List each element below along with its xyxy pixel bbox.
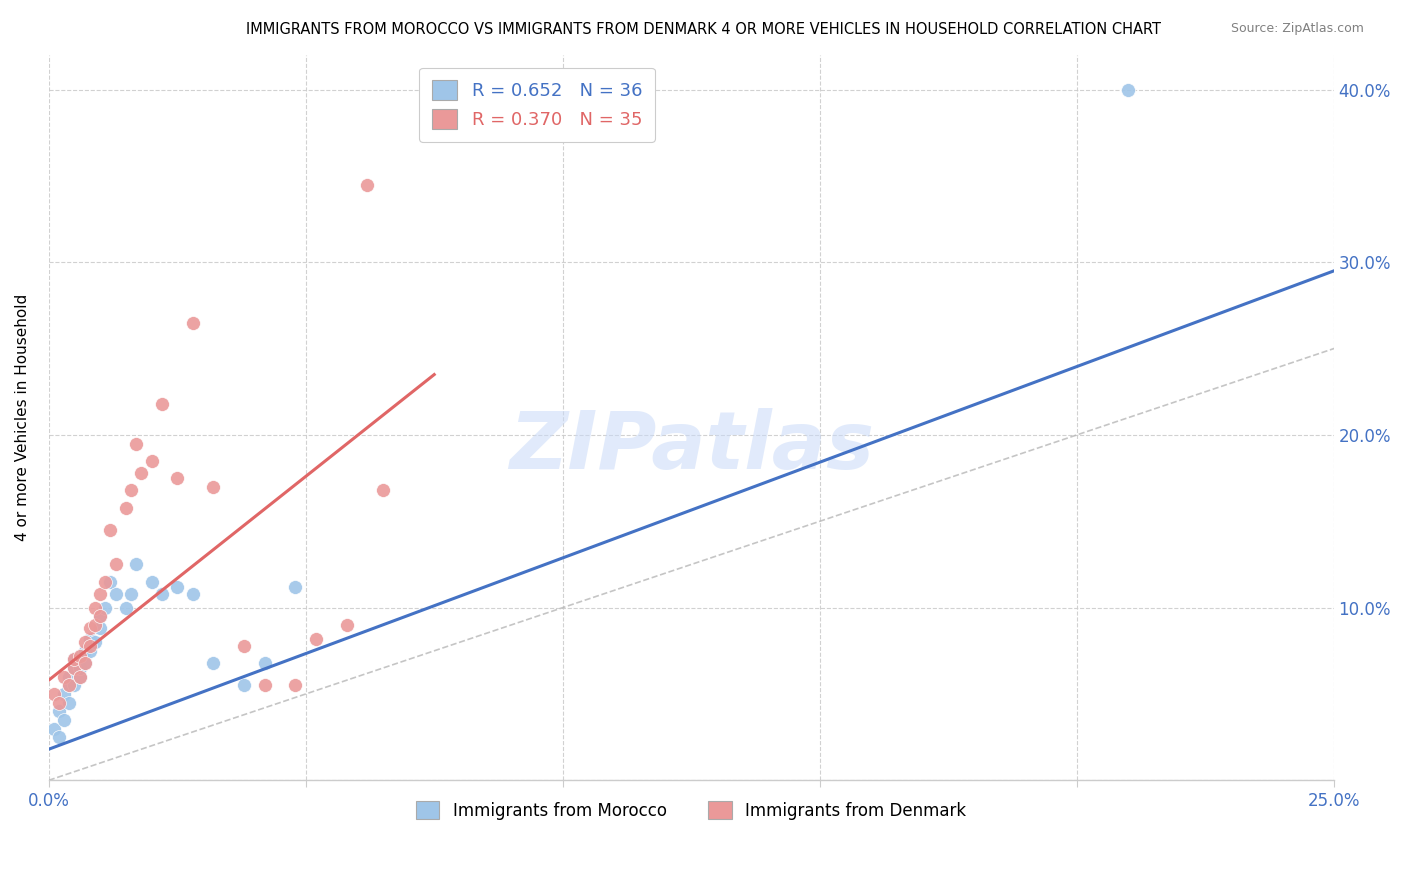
Point (104, 587, 127, 601)
Point (42, 722, 65, 736)
Point (73, 656, 96, 670)
Point (84, 635, 107, 649)
Point (48, 730, 70, 744)
Point (89, 621, 111, 635)
Point (141, 574, 163, 589)
Point (73, 656, 96, 670)
Point (233, 678, 256, 692)
Point (141, 454, 163, 468)
Point (104, 558, 127, 572)
Point (284, 678, 307, 692)
Point (94, 600, 117, 615)
Point (53, 713, 76, 727)
Text: IMMIGRANTS FROM MOROCCO VS IMMIGRANTS FROM DENMARK 4 OR MORE VEHICLES IN HOUSEHO: IMMIGRANTS FROM MOROCCO VS IMMIGRANTS FR… (246, 22, 1160, 37)
Point (120, 587, 142, 601)
Point (202, 656, 225, 670)
Point (69, 648, 91, 663)
Point (125, 436, 148, 450)
Point (79, 644, 101, 658)
Point (115, 500, 138, 515)
Point (94, 574, 117, 589)
Point (253, 656, 276, 670)
Point (42, 687, 65, 701)
Point (48, 704, 70, 718)
Point (53, 670, 76, 684)
Point (253, 678, 276, 692)
Point (69, 670, 91, 684)
Point (63, 678, 86, 692)
Text: Source: ZipAtlas.com: Source: ZipAtlas.com (1230, 22, 1364, 36)
Point (100, 574, 122, 589)
Point (166, 471, 188, 485)
Point (120, 483, 142, 498)
Point (79, 639, 101, 653)
Point (84, 600, 107, 615)
Point (79, 621, 101, 635)
Point (63, 652, 86, 666)
Text: ZIPatlas: ZIPatlas (509, 408, 873, 486)
Point (58, 670, 80, 684)
Point (73, 644, 96, 658)
Point (202, 480, 225, 494)
Point (48, 696, 70, 710)
Point (129, 466, 152, 480)
Point (150, 397, 173, 411)
Point (150, 587, 173, 601)
Point (79, 632, 101, 646)
Point (233, 639, 256, 653)
Legend: Immigrants from Morocco, Immigrants from Denmark: Immigrants from Morocco, Immigrants from… (409, 795, 973, 826)
Point (63, 661, 86, 675)
Point (58, 678, 80, 692)
Point (166, 580, 188, 594)
Point (100, 523, 122, 537)
Point (115, 600, 138, 615)
Point (336, 618, 359, 632)
Point (356, 178, 378, 192)
Point (69, 670, 91, 684)
Point (73, 635, 96, 649)
Point (69, 661, 91, 675)
Point (53, 687, 76, 701)
Point (63, 661, 86, 675)
Point (371, 483, 394, 498)
Point (69, 648, 91, 663)
Point (1116, 83, 1139, 97)
Point (58, 696, 80, 710)
Point (181, 316, 204, 330)
Point (89, 609, 111, 624)
Point (305, 632, 328, 646)
Point (58, 678, 80, 692)
Point (181, 587, 204, 601)
Point (84, 618, 107, 632)
Point (89, 587, 111, 601)
Point (63, 652, 86, 666)
Point (125, 558, 148, 572)
Point (284, 580, 307, 594)
Point (89, 609, 111, 624)
Y-axis label: 4 or more Vehicles in Household: 4 or more Vehicles in Household (15, 294, 30, 541)
